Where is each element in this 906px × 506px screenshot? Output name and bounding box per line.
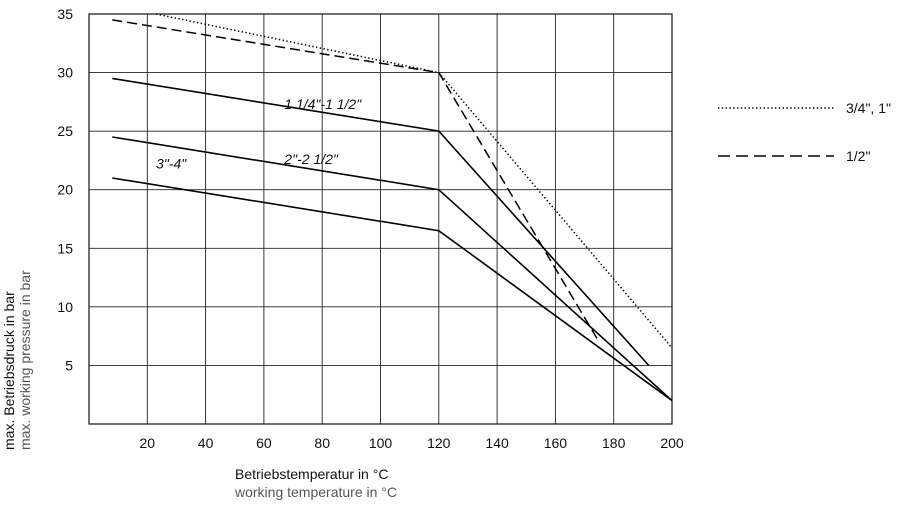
x-tick-label: 140 — [485, 435, 509, 451]
series-inline-label: 3"-4" — [156, 156, 187, 172]
y-tick-label: 20 — [57, 182, 73, 198]
x-tick-label: 160 — [544, 435, 568, 451]
y-tick-label: 10 — [57, 299, 73, 315]
y-tick-label: 5 — [65, 357, 73, 373]
y-axis-title: max. Betriebsdruck in bar — [1, 291, 17, 450]
x-axis-subtitle: working temperature in °C — [234, 484, 397, 500]
x-tick-label: 40 — [198, 435, 214, 451]
series-labels: 1 1/4"-1 1/2" 2"-2 1/2" 3"-4" — [156, 96, 362, 172]
x-tick-label: 20 — [140, 435, 156, 451]
series-lines — [112, 13, 673, 402]
y-tick-label: 15 — [57, 240, 73, 256]
series-line-0 — [155, 13, 673, 349]
x-tick-label: 200 — [660, 435, 684, 451]
series-line-1 — [112, 19, 600, 343]
x-axis-ticks: 20 40 60 80 100 120 140 160 180 200 — [140, 435, 684, 451]
series-line-3 — [112, 136, 673, 402]
x-axis-title: Betriebstemperatur in °C — [235, 466, 388, 482]
y-tick-label: 25 — [57, 123, 73, 139]
x-tick-label: 120 — [427, 435, 451, 451]
x-tick-label: 60 — [256, 435, 272, 451]
series-line-4 — [112, 177, 673, 402]
grid — [89, 13, 673, 424]
x-tick-label: 80 — [314, 435, 330, 451]
y-tick-label: 35 — [57, 6, 73, 22]
y-axis-ticks: 5 10 15 20 25 30 35 — [57, 6, 73, 373]
series-inline-label: 1 1/4"-1 1/2" — [284, 96, 362, 112]
legend: 3/4", 1" 1/2" — [718, 100, 891, 164]
legend-label: 1/2" — [846, 148, 870, 164]
x-tick-label: 100 — [369, 435, 393, 451]
series-line-2 — [112, 77, 650, 366]
series-inline-label: 2"-2 1/2" — [283, 151, 339, 167]
x-tick-label: 180 — [602, 435, 626, 451]
y-tick-label: 30 — [57, 65, 73, 81]
y-axis-subtitle: max. working pressure in bar — [17, 270, 33, 450]
legend-label: 3/4", 1" — [846, 100, 891, 116]
plot-frame — [88, 13, 673, 425]
